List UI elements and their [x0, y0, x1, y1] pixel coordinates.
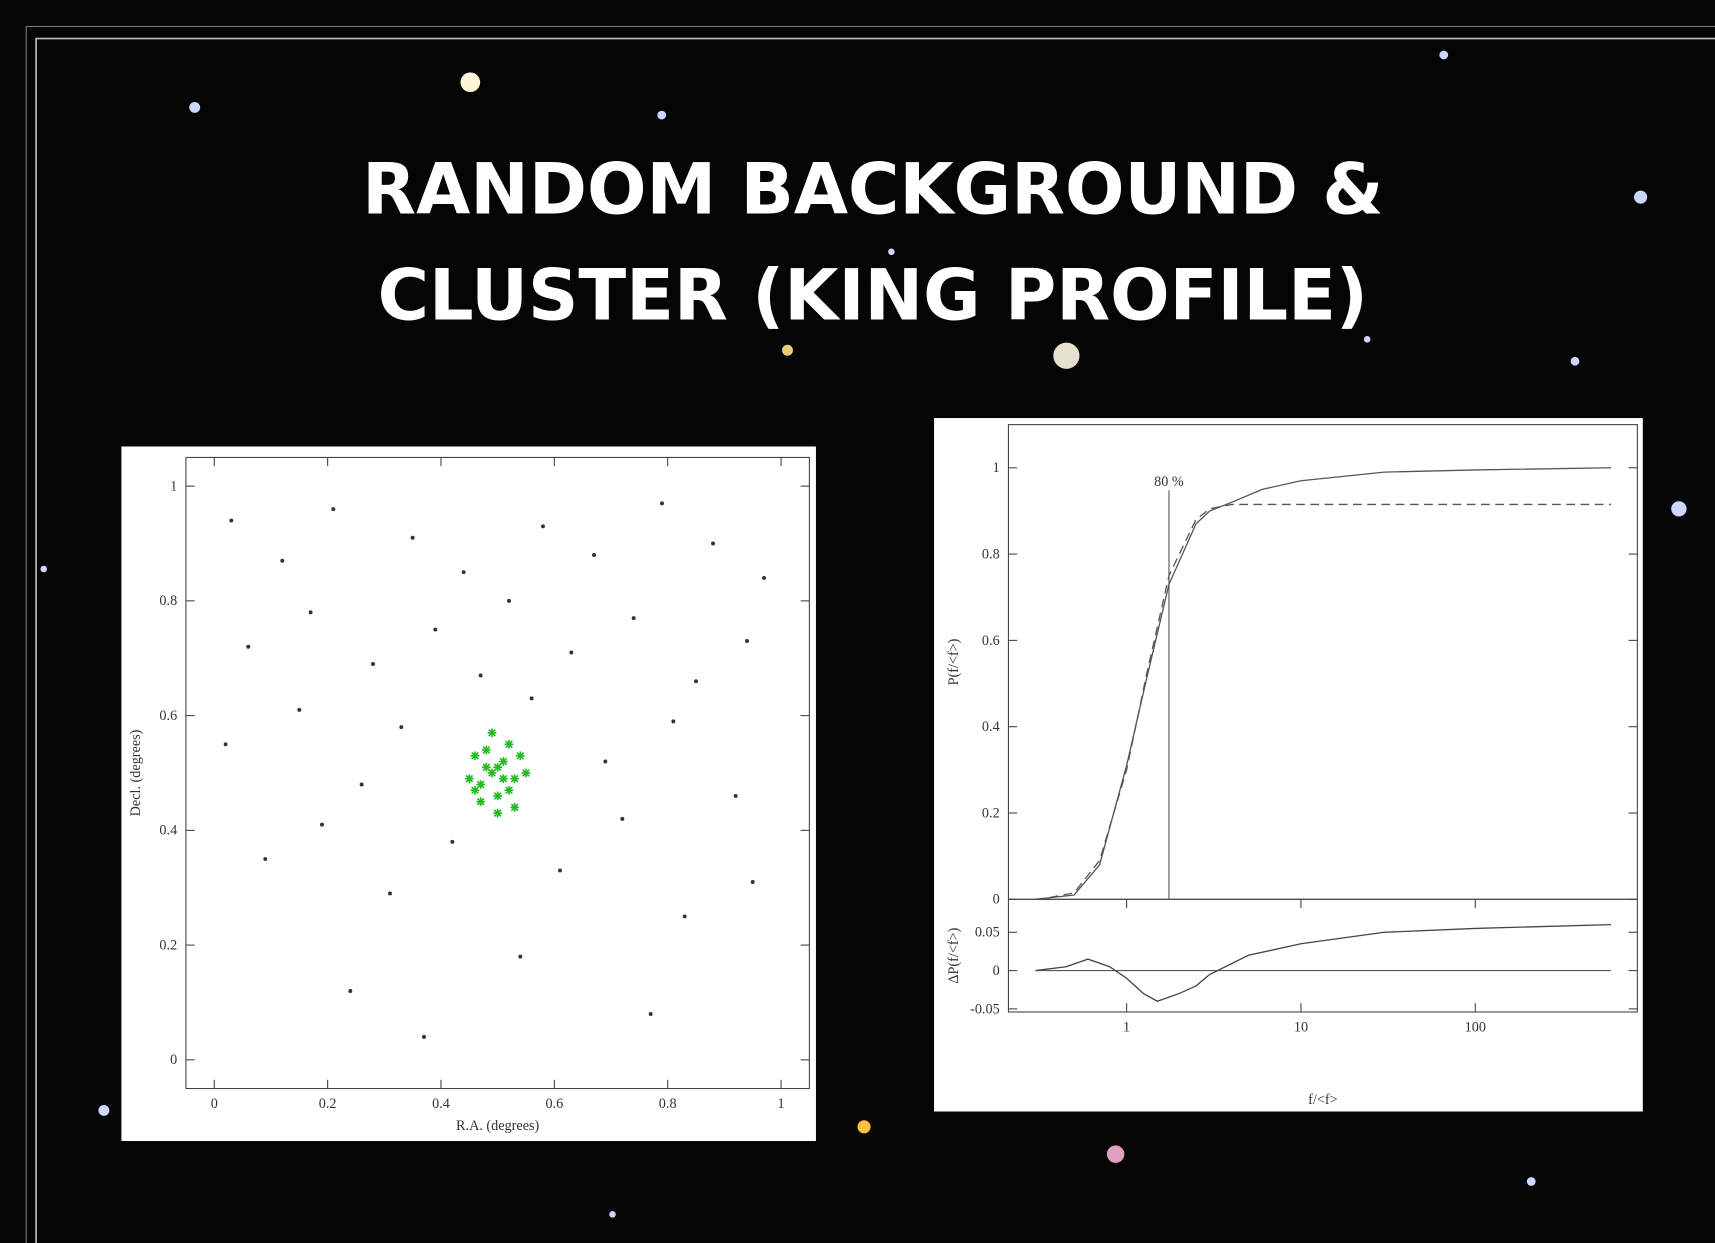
- y-axis-label: P(f/<f>): [946, 638, 962, 685]
- y-tick-label: 1: [993, 460, 1000, 476]
- point: [433, 628, 437, 632]
- point: [297, 708, 301, 712]
- chart-panel: [121, 447, 816, 1142]
- cluster-point: [476, 797, 485, 806]
- point: [348, 989, 352, 993]
- point: [422, 1035, 426, 1039]
- point: [762, 576, 766, 580]
- point: [450, 840, 454, 844]
- cluster-point: [499, 774, 508, 783]
- x-axis-label: f/<f>: [1308, 1092, 1337, 1108]
- y-tick-label: 0: [993, 892, 1000, 908]
- x-tick-label: 0.4: [432, 1096, 450, 1112]
- cluster-point: [505, 786, 514, 795]
- x-axis-label: R.A. (degrees): [456, 1118, 539, 1134]
- point: [320, 823, 324, 827]
- point: [558, 869, 562, 873]
- cluster-point: [505, 740, 514, 749]
- point: [388, 891, 392, 895]
- cluster-point: [522, 769, 531, 778]
- point: [246, 645, 250, 649]
- cluster-point: [493, 763, 502, 772]
- point: [711, 542, 715, 546]
- point: [399, 725, 403, 729]
- point: [683, 914, 687, 918]
- point: [751, 880, 755, 884]
- point: [694, 679, 698, 683]
- point: [592, 553, 596, 557]
- point: [603, 760, 607, 764]
- x-tick-label: 0.6: [545, 1096, 563, 1112]
- cluster-point: [482, 763, 491, 772]
- point: [745, 639, 749, 643]
- cluster-point: [471, 786, 480, 795]
- cluster-point: [471, 751, 480, 760]
- point: [411, 536, 415, 540]
- point: [660, 501, 664, 505]
- slide: RANDOM BACKGROUND & CLUSTER (KING PROFIL…: [0, 0, 1715, 1243]
- x-tick-label: 1: [1123, 1020, 1130, 1036]
- y-tick-label: 0.6: [159, 708, 177, 724]
- y-tick-label: 0.4: [982, 719, 1000, 735]
- annotation-label: 80 %: [1154, 474, 1184, 490]
- cluster-point: [482, 746, 491, 755]
- y-tick-label: 0.4: [159, 823, 177, 839]
- point: [479, 673, 483, 677]
- point: [518, 955, 522, 959]
- x-tick-label: 0.8: [659, 1096, 677, 1112]
- y-tick-label: 0.2: [159, 937, 177, 953]
- point: [649, 1012, 653, 1016]
- cluster-point: [510, 803, 519, 812]
- y-axis-label: Decl. (degrees): [128, 729, 144, 816]
- y-tick-label: 0: [170, 1052, 177, 1068]
- x-tick-label: 0.2: [319, 1096, 337, 1112]
- y-tick-label: -0.05: [970, 1001, 1000, 1017]
- slide-title: RANDOM BACKGROUND &: [362, 149, 1383, 231]
- cluster-point: [516, 751, 525, 760]
- x-tick-label: 0: [211, 1096, 218, 1112]
- x-tick-label: 10: [1294, 1020, 1308, 1036]
- point: [734, 794, 738, 798]
- cluster-point: [510, 774, 519, 783]
- point: [224, 742, 228, 746]
- point: [671, 719, 675, 723]
- point: [462, 570, 466, 574]
- point: [360, 782, 364, 786]
- point: [229, 519, 233, 523]
- cluster-point: [465, 774, 474, 783]
- y-axis-label: ΔP(f/<f>): [946, 927, 962, 983]
- y-tick-label: 0.6: [982, 633, 1000, 649]
- point: [507, 599, 511, 603]
- cluster-point: [488, 728, 497, 737]
- point: [620, 817, 624, 821]
- cluster-point: [493, 809, 502, 818]
- point: [331, 507, 335, 511]
- y-tick-label: 0: [993, 963, 1000, 979]
- y-tick-label: 1: [170, 478, 177, 494]
- x-tick-label: 100: [1465, 1020, 1486, 1036]
- point: [569, 651, 573, 655]
- page: {"slide": {"title_lines": ["RANDOM BACKG…: [0, 0, 1715, 1243]
- slide-title: CLUSTER (KING PROFILE): [378, 255, 1368, 337]
- point: [541, 524, 545, 528]
- point: [309, 610, 313, 614]
- x-tick-label: 1: [777, 1096, 784, 1112]
- chart-panel: [934, 418, 1643, 1111]
- point: [280, 559, 284, 563]
- point: [263, 857, 267, 861]
- point: [632, 616, 636, 620]
- y-tick-label: 0.2: [982, 805, 1000, 821]
- y-tick-label: 0.8: [982, 546, 1000, 562]
- point: [530, 696, 534, 700]
- y-tick-label: 0.8: [159, 593, 177, 609]
- y-tick-label: 0.05: [975, 925, 1000, 941]
- point: [371, 662, 375, 666]
- cluster-point: [493, 792, 502, 801]
